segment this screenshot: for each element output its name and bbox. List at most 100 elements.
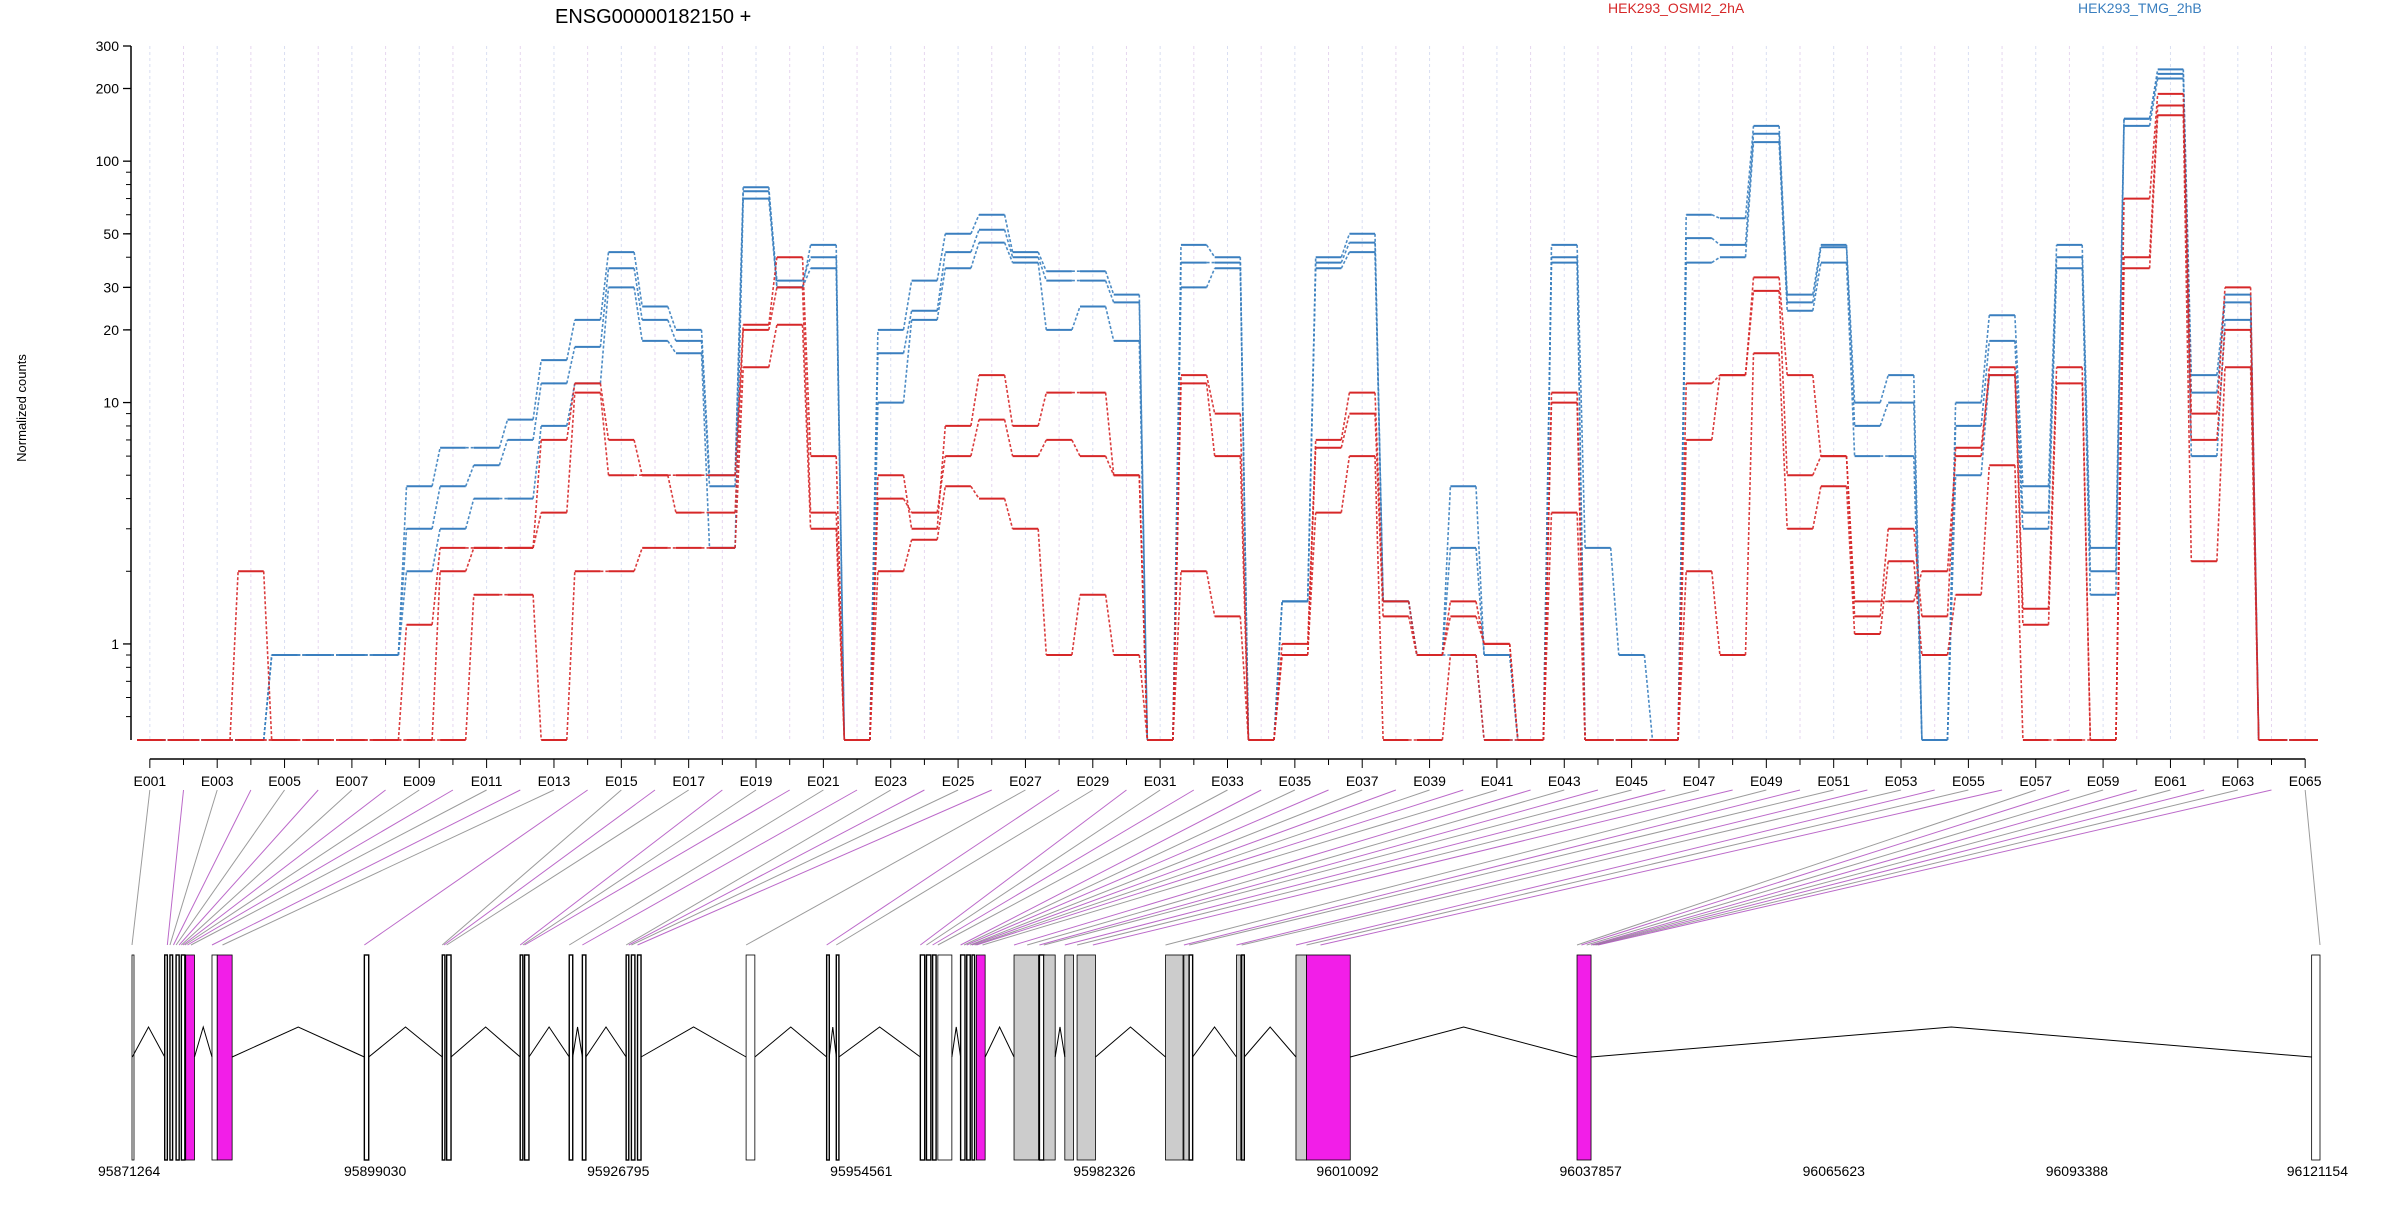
exon-block (363, 954, 370, 1161)
genomic-tick-label: 96121154 (2287, 1163, 2348, 1179)
genomic-tick-label: 96010092 (1316, 1163, 1379, 1179)
exon-connector (182, 789, 386, 946)
exon-block (931, 954, 937, 1161)
exon-connector (826, 789, 1060, 946)
genomic-tick-label: 95926795 (587, 1163, 650, 1179)
exon-block (971, 954, 976, 1161)
exon-block-highlighted (216, 954, 233, 1161)
exon-connector (2304, 789, 2321, 946)
exon-block-highlighted (1306, 954, 1351, 1161)
exon-connector (190, 789, 487, 946)
exon-tick-label: E011 (471, 773, 503, 789)
exon-connector (184, 789, 420, 946)
exon-connector (568, 789, 824, 946)
intron-line (1192, 1026, 1237, 1058)
exon-connector (1165, 789, 1767, 946)
exon-connector (1594, 789, 2205, 946)
exon-tick-label: E065 (2289, 773, 2322, 789)
exon-block (630, 954, 636, 1161)
intron-line (1095, 1026, 1166, 1058)
exon-tick-label: E051 (1817, 773, 1850, 789)
exon-connector (932, 789, 1195, 946)
exon-connector (1236, 789, 1868, 946)
exon-connector (1189, 789, 1834, 946)
exon-connector (745, 789, 1026, 946)
exon-block-highlighted (975, 954, 986, 1161)
intron-line (1054, 1026, 1066, 1058)
exon-connector (836, 789, 1094, 946)
exon-block (745, 954, 756, 1161)
exon-block (625, 954, 630, 1161)
intron-line (131, 1025, 166, 1058)
exon-tick-label: E013 (538, 773, 571, 789)
exon-connector (1013, 789, 1531, 946)
series-connector-line (162, 105, 2293, 741)
gene-model (131, 954, 2321, 1161)
intron-line (368, 1026, 443, 1058)
exon-tick-label: E017 (672, 773, 705, 789)
intron-line (231, 1026, 365, 1058)
exon-connector (982, 789, 1498, 946)
exon-tick-label: E009 (403, 773, 436, 789)
exon-tick-label: E057 (2019, 773, 2052, 789)
series-line (137, 104, 2318, 741)
exon-connector (131, 789, 151, 946)
exon-connector (926, 789, 1161, 946)
intron-line (450, 1026, 521, 1058)
genomic-tick-label: 96037857 (1560, 1163, 1623, 1179)
exon-connector (211, 789, 521, 946)
exon-block (568, 954, 574, 1161)
exon-block (1013, 954, 1039, 1161)
exon-block (1240, 954, 1246, 1161)
y-tick-label: 10 (103, 395, 119, 411)
exon-connector (1306, 789, 1969, 946)
exon-block (175, 954, 180, 1161)
exon-tick-label: E029 (1076, 773, 1109, 789)
exon-tick-label: E021 (807, 773, 840, 789)
y-tick-label: 100 (96, 153, 120, 169)
intron-line (828, 1026, 837, 1058)
exon-connector (971, 789, 1397, 946)
exon-block (1043, 954, 1056, 1161)
exon-block (835, 954, 840, 1161)
exon-tick-label: E049 (1750, 773, 1783, 789)
exon-connector (628, 789, 925, 946)
exon-connector (1597, 789, 2272, 946)
y-tick-label: 200 (96, 81, 120, 97)
exon-tick-label: E005 (268, 773, 301, 789)
exon-connector (637, 789, 992, 946)
chart-title: ENSG00000182150 + (555, 6, 751, 28)
exon-block (919, 954, 926, 1161)
exon-connector (446, 789, 689, 946)
exon-connector (1590, 789, 2137, 946)
exon-connector (976, 789, 1464, 946)
exon-block (519, 954, 524, 1161)
y-tick-label: 300 (96, 38, 120, 54)
exon-block (1064, 954, 1074, 1161)
exon-connector (175, 789, 285, 946)
exon-connector (625, 789, 891, 946)
exon-tick-label: E041 (1481, 773, 1514, 789)
intron-line (585, 1026, 627, 1058)
exon-connector (1027, 789, 1565, 946)
series-connector-line (162, 115, 2293, 741)
series-connector-line (162, 69, 2293, 741)
exon-tick-label: E045 (1615, 773, 1648, 789)
exon-block (959, 954, 966, 1161)
exon-block (1076, 954, 1096, 1161)
exon-connector (1576, 789, 2036, 946)
exon-tick-label: E025 (942, 773, 975, 789)
exon-tick-label: E023 (874, 773, 907, 789)
exon-axis: E001 E003 E005 E007 E009 E011 E013 E015 E017 E019… (133, 758, 2322, 789)
exon-connector (631, 789, 959, 946)
exon-block-highlighted (185, 954, 195, 1161)
exon-connector (1581, 789, 2070, 946)
exon-connector (582, 789, 858, 946)
exon-connector (1183, 789, 1801, 946)
intron-line (838, 1026, 921, 1058)
exon-block (937, 954, 953, 1161)
genomic-tick-label: 95899030 (344, 1163, 407, 1179)
legend-entry-tmg: HEK293_TMG_2hB (2078, 0, 2202, 16)
exon-block (2311, 954, 2321, 1161)
exon-tick-label: E055 (1952, 773, 1985, 789)
